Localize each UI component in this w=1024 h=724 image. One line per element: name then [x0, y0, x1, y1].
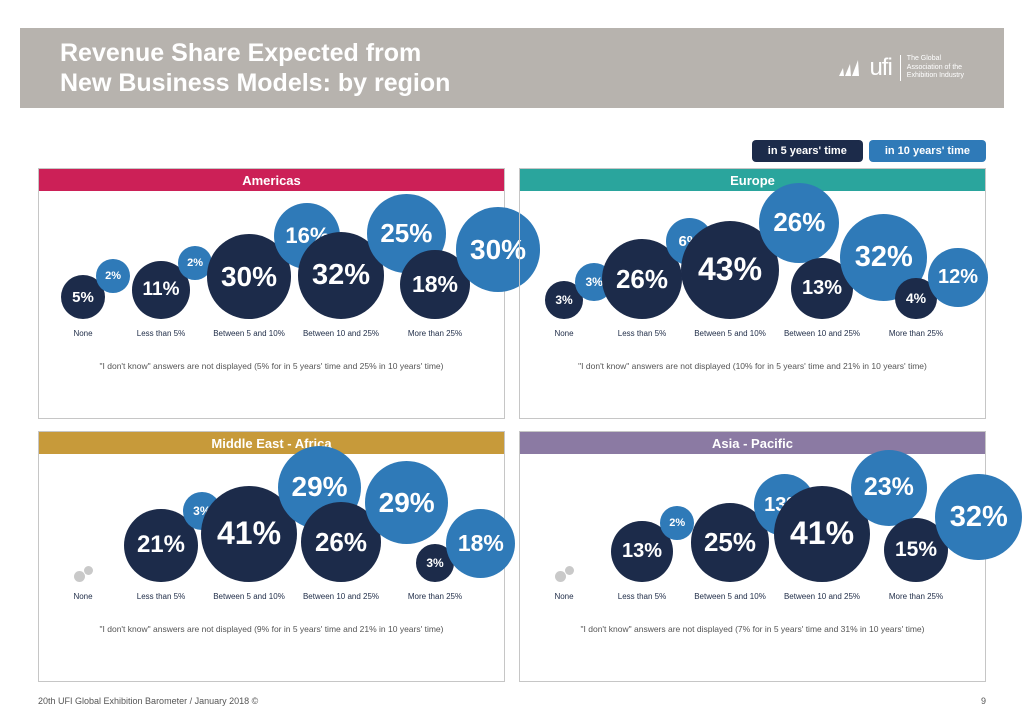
panel-body: 5%2%None11%2%Less than 5%30%16%Between 5…: [39, 191, 504, 418]
panel-header: Americas: [39, 169, 504, 191]
category-label: None: [554, 592, 573, 599]
category-label: None: [73, 329, 92, 336]
bubble-row: 3%3%None26%6%Less than 5%43%26%Between 5…: [520, 191, 985, 336]
chart-panel: Europe3%3%None26%6%Less than 5%43%26%Bet…: [519, 168, 986, 419]
category-label: Less than 5%: [618, 329, 666, 336]
logo: ufi The Global Association of the Exhibi…: [839, 54, 964, 82]
panel-footnote: "I don't know" answers are not displayed…: [520, 619, 985, 637]
legend-five-years: in 5 years' time: [752, 140, 863, 162]
chart-panel: Middle East - AfricaNone21%3%Less than 5…: [38, 431, 505, 682]
panel-body: None21%3%Less than 5%41%29%Between 5 and…: [39, 454, 504, 681]
page-number: 9: [981, 696, 986, 706]
bubble-ten-year: 26%: [759, 183, 839, 263]
legend-ten-years: in 10 years' time: [869, 140, 986, 162]
bubble-ten-year: 2%: [96, 259, 130, 293]
bubble-row: None13%2%Less than 5%25%13%Between 5 and…: [520, 454, 985, 599]
logo-tagline: The Global Association of the Exhibition…: [900, 55, 964, 80]
chart-panel: Americas5%2%None11%2%Less than 5%30%16%B…: [38, 168, 505, 419]
bubble-placeholder: [74, 571, 85, 582]
category-label: Less than 5%: [137, 329, 185, 336]
category-label: Less than 5%: [618, 592, 666, 599]
bubble-ten-year: 18%: [446, 509, 515, 578]
panel-body: 3%3%None26%6%Less than 5%43%26%Between 5…: [520, 191, 985, 418]
category-label: More than 25%: [889, 592, 943, 599]
panel-footnote: "I don't know" answers are not displayed…: [39, 356, 504, 374]
category-label: Between 5 and 10%: [213, 592, 285, 599]
legend: in 5 years' time in 10 years' time: [752, 140, 986, 162]
category-label: More than 25%: [408, 329, 462, 336]
category-label: Less than 5%: [137, 592, 185, 599]
page-footer: 20th UFI Global Exhibition Barometer / J…: [38, 696, 986, 706]
bubble-placeholder: [84, 566, 93, 575]
panel-header: Asia - Pacific: [520, 432, 985, 454]
bubble-row: None21%3%Less than 5%41%29%Between 5 and…: [39, 454, 504, 599]
category-label: None: [73, 592, 92, 599]
category-label: Between 10 and 25%: [784, 592, 860, 599]
chart-panel: Asia - PacificNone13%2%Less than 5%25%13…: [519, 431, 986, 682]
bubble-placeholder: [565, 566, 574, 575]
logo-mark-icon: [839, 60, 861, 76]
page-title: Revenue Share Expected from New Business…: [60, 38, 450, 98]
category-label: Between 10 and 25%: [784, 329, 860, 336]
charts-grid: Americas5%2%None11%2%Less than 5%30%16%B…: [38, 168, 986, 682]
bubble-ten-year: 12%: [928, 248, 987, 307]
panel-footnote: "I don't know" answers are not displayed…: [520, 356, 985, 374]
bubble-ten-year: 2%: [660, 506, 694, 540]
footer-source: 20th UFI Global Exhibition Barometer / J…: [38, 696, 258, 706]
category-label: Between 5 and 10%: [694, 329, 766, 336]
category-label: More than 25%: [408, 592, 462, 599]
panel-footnote: "I don't know" answers are not displayed…: [39, 619, 504, 637]
panel-header: Middle East - Africa: [39, 432, 504, 454]
category-label: Between 5 and 10%: [213, 329, 285, 336]
category-label: Between 10 and 25%: [303, 329, 379, 336]
bubble-ten-year: 29%: [365, 461, 448, 544]
panel-body: None13%2%Less than 5%25%13%Between 5 and…: [520, 454, 985, 681]
bubble-ten-year: 23%: [851, 450, 927, 526]
bubble-ten-year: 32%: [935, 474, 1022, 561]
bubble-placeholder: [555, 571, 566, 582]
category-label: Between 5 and 10%: [694, 592, 766, 599]
panel-header: Europe: [520, 169, 985, 191]
category-label: More than 25%: [889, 329, 943, 336]
category-label: Between 10 and 25%: [303, 592, 379, 599]
logo-text: ufi: [869, 54, 891, 82]
title-line-2: New Business Models: by region: [60, 69, 450, 97]
header-bar: Revenue Share Expected from New Business…: [20, 28, 1004, 108]
title-line-1: Revenue Share Expected from: [60, 39, 421, 67]
bubble-row: 5%2%None11%2%Less than 5%30%16%Between 5…: [39, 191, 504, 336]
category-label: None: [554, 329, 573, 336]
